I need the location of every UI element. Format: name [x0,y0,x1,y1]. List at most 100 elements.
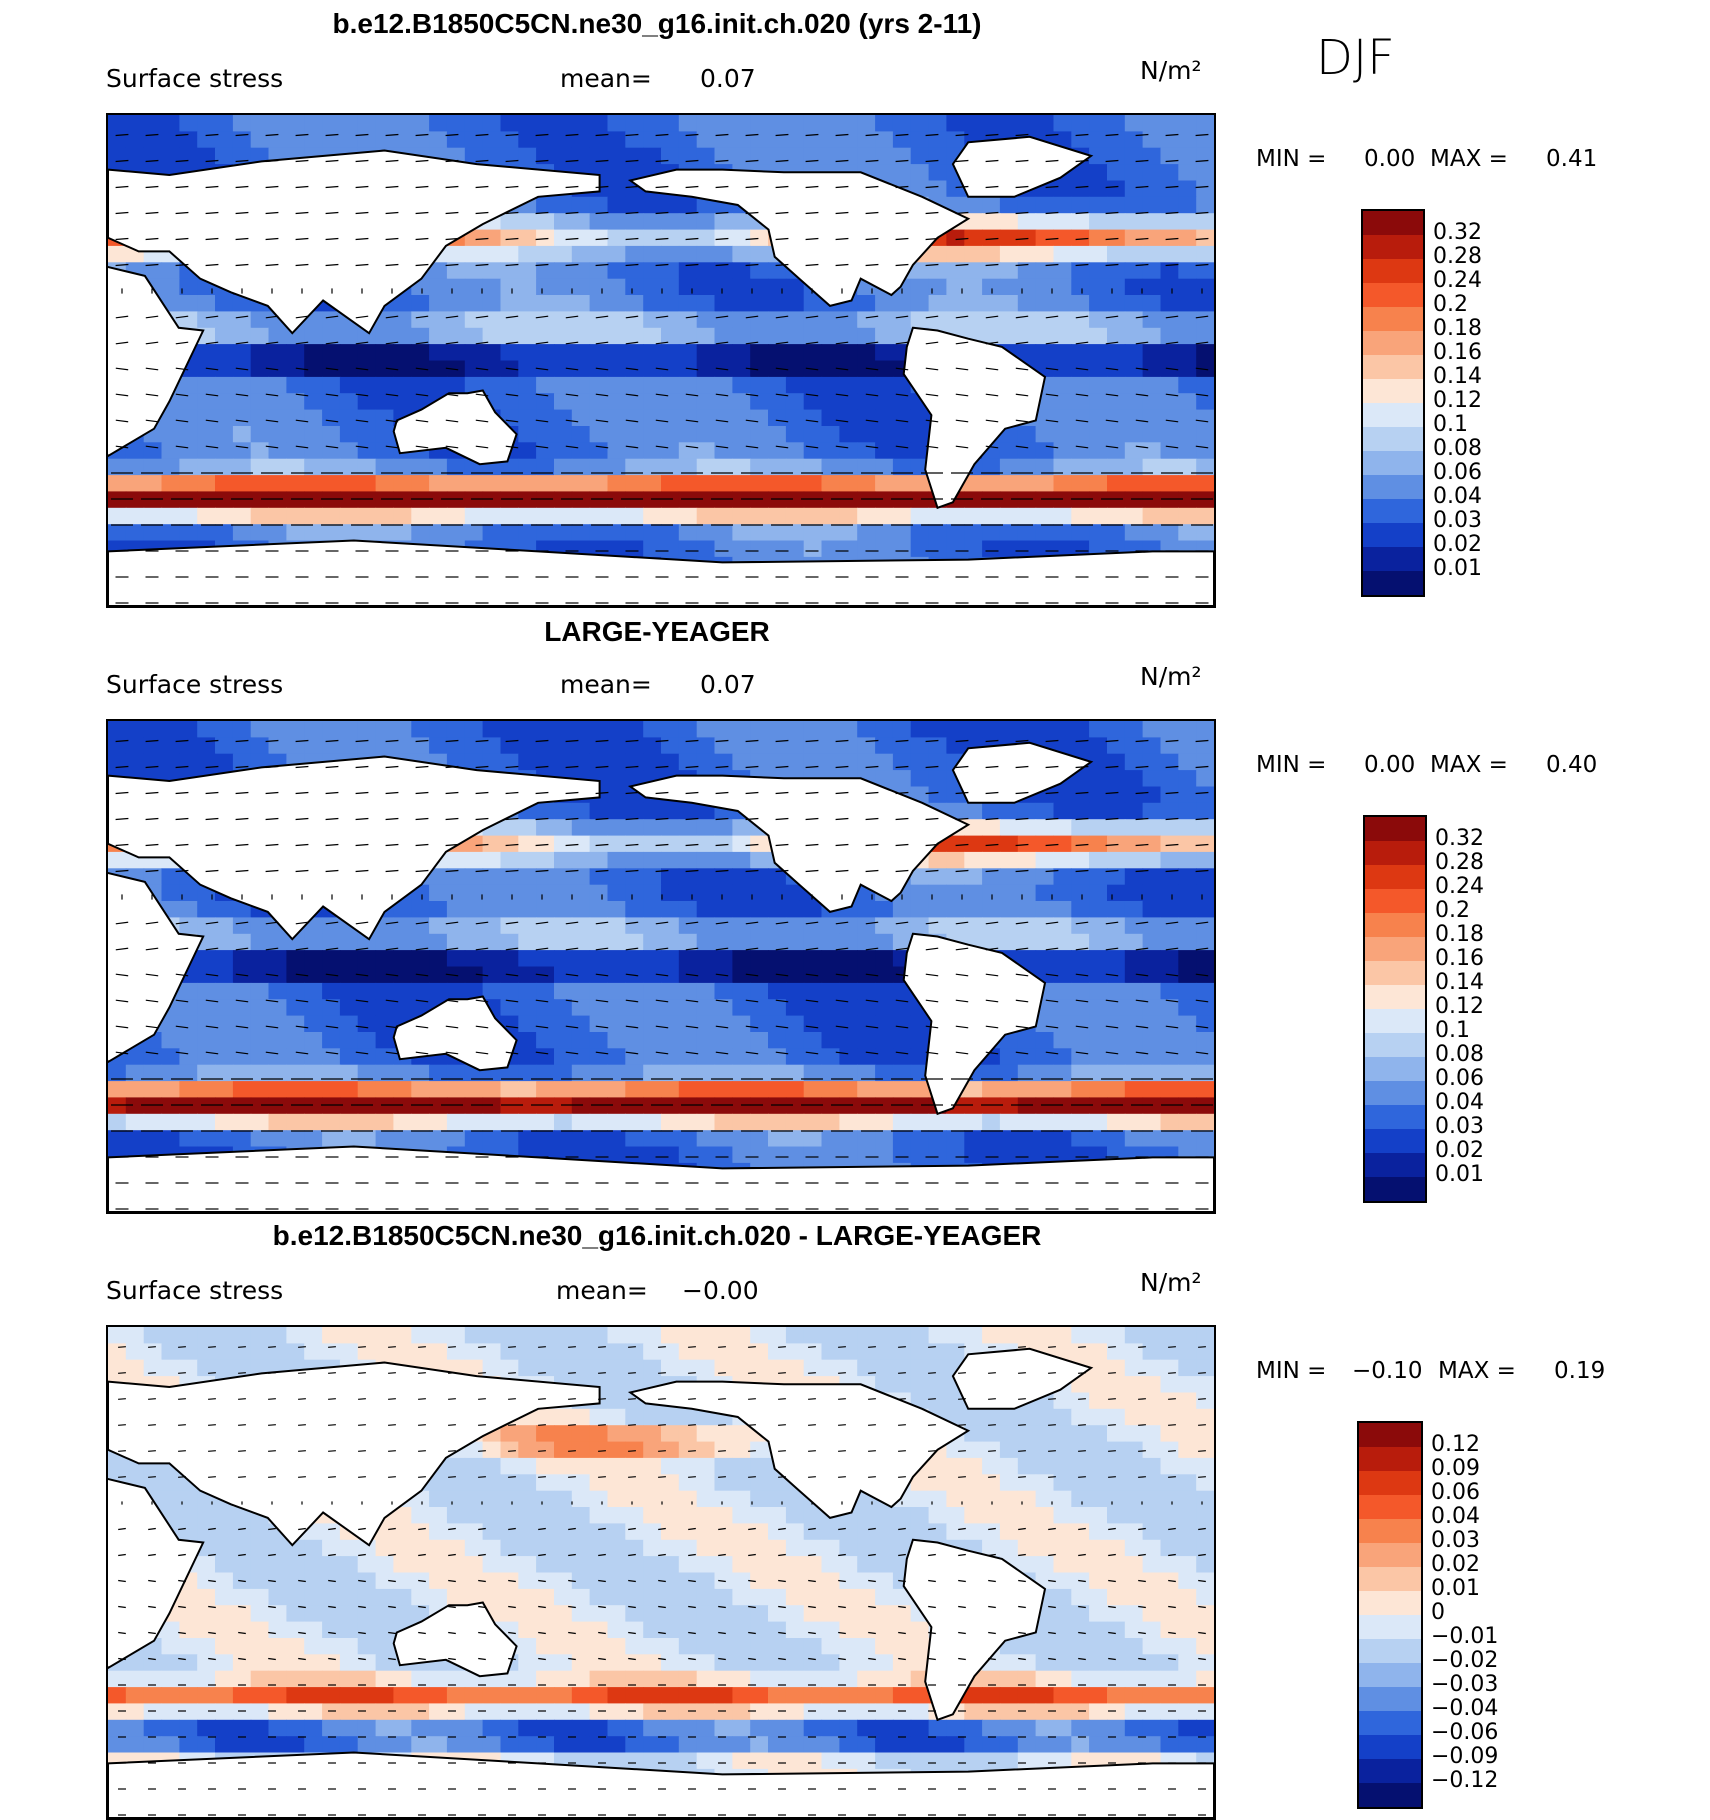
colorbar-swatch [1363,403,1423,428]
colorbar-swatch [1365,1081,1425,1106]
colorbar-tick-label: −0.06 [1431,1720,1498,1745]
colorbar-tick-label: 0.06 [1433,460,1482,485]
colorbar-swatch [1359,1687,1421,1712]
panel-3-map [106,1325,1216,1820]
colorbar-swatch [1365,937,1425,962]
colorbar-tick-label: 0.16 [1433,340,1482,365]
colorbar-tick-label: 0.02 [1435,1138,1484,1163]
colorbar-swatch [1363,475,1423,500]
colorbar-tick-label: 0.04 [1431,1504,1480,1529]
colorbar-tick-label: 0 [1431,1600,1445,1625]
panel-2-max-label: MAX = [1430,752,1508,778]
colorbar-tick-label: 0.24 [1433,268,1482,293]
panel-2-mean-value: 0.07 [700,670,756,699]
colorbar-swatch [1363,499,1423,524]
panel-3-units: N/m² [1140,1268,1202,1297]
colorbar-tick-label: 0.03 [1431,1528,1480,1553]
panel-2-title: LARGE-YEAGER [107,616,1207,648]
colorbar-tick-label: 0.06 [1435,1066,1484,1091]
colorbar-tick-label: 0.18 [1435,922,1484,947]
colorbar-tick-label: 0.04 [1433,484,1482,509]
colorbar-swatch [1365,841,1425,866]
colorbar-tick-label: 0.18 [1433,316,1482,341]
colorbar-tick-label: −0.04 [1431,1696,1498,1721]
colorbar-tick-label: 0.28 [1435,850,1484,875]
colorbar-swatch [1363,283,1423,308]
colorbar-swatch [1363,571,1423,596]
panel-1-title: b.e12.B1850C5CN.ne30_g16.init.ch.020 (yr… [107,8,1207,40]
colorbar-swatch [1365,1057,1425,1082]
panel-2-variable: Surface stress [106,670,283,699]
colorbar-swatch [1363,211,1423,236]
colorbar-swatch [1365,985,1425,1010]
colorbar-swatch [1363,355,1423,380]
colorbar-swatch [1363,427,1423,452]
panel-3-max-value: 0.19 [1554,1358,1605,1384]
panel-1-units: N/m² [1140,56,1202,85]
colorbar-tick-label: 0.14 [1435,970,1484,995]
colorbar-tick-label: 0.1 [1435,1018,1470,1043]
colorbar-swatch [1359,1495,1421,1520]
colorbar-tick-label: −0.12 [1431,1768,1498,1793]
colorbar-swatch [1365,889,1425,914]
colorbar-tick-label: 0.01 [1433,556,1482,581]
panel-2-colorbar [1363,815,1427,1203]
colorbar-swatch [1359,1711,1421,1736]
colorbar-tick-label: 0.12 [1431,1432,1480,1457]
colorbar-tick-label: 0.28 [1433,244,1482,269]
colorbar-swatch [1359,1447,1421,1472]
colorbar-tick-label: 0.08 [1435,1042,1484,1067]
colorbar-tick-label: 0.03 [1435,1114,1484,1139]
colorbar-tick-label: −0.02 [1431,1648,1498,1673]
panel-2-min-value: 0.00 [1364,752,1415,778]
colorbar-swatch [1363,259,1423,284]
colorbar-swatch [1363,235,1423,260]
season-label: DJF [1316,30,1395,86]
panel-2-units: N/m² [1140,662,1202,691]
colorbar-swatch [1365,913,1425,938]
colorbar-swatch [1359,1663,1421,1688]
colorbar-swatch [1359,1735,1421,1760]
colorbar-swatch [1365,961,1425,986]
colorbar-swatch [1365,817,1425,842]
panel-1-colorbar [1361,209,1425,597]
panel-3-colorbar [1357,1421,1423,1809]
colorbar-tick-label: 0.12 [1435,994,1484,1019]
panel-2-map [106,719,1216,1214]
colorbar-tick-label: −0.03 [1431,1672,1498,1697]
colorbar-swatch [1365,1105,1425,1130]
colorbar-tick-label: 0.2 [1433,292,1468,317]
panel-2-max-value: 0.40 [1546,752,1597,778]
panel-1-min-label: MIN = [1256,146,1326,172]
panel-1-map-field [108,115,1214,606]
colorbar-swatch [1363,451,1423,476]
colorbar-swatch [1359,1783,1421,1808]
colorbar-swatch [1359,1423,1421,1448]
colorbar-swatch [1365,1033,1425,1058]
panel-3-map-field [108,1327,1214,1818]
colorbar-tick-label: 0.01 [1431,1576,1480,1601]
colorbar-swatch [1359,1759,1421,1784]
colorbar-tick-label: 0.24 [1435,874,1484,899]
colorbar-swatch [1363,331,1423,356]
colorbar-swatch [1359,1639,1421,1664]
panel-1-min-value: 0.00 [1364,146,1415,172]
panel-1-mean-label: mean= [560,64,652,93]
colorbar-tick-label: 0.04 [1435,1090,1484,1115]
panel-3-title: b.e12.B1850C5CN.ne30_g16.init.ch.020 - L… [107,1220,1207,1252]
panel-3-mean-label: mean= [556,1276,648,1305]
panel-1-max-label: MAX = [1430,146,1508,172]
panel-2-map-field [108,721,1214,1212]
panel-1-variable: Surface stress [106,64,283,93]
panel-2-mean-label: mean= [560,670,652,699]
colorbar-tick-label: 0.1 [1433,412,1468,437]
colorbar-swatch [1359,1519,1421,1544]
colorbar-swatch [1365,865,1425,890]
panel-3-min-label: MIN = [1256,1358,1326,1384]
panel-2-min-label: MIN = [1256,752,1326,778]
colorbar-swatch [1363,547,1423,572]
colorbar-tick-label: 0.03 [1433,508,1482,533]
colorbar-tick-label: 0.02 [1433,532,1482,557]
colorbar-tick-label: 0.32 [1435,826,1484,851]
colorbar-swatch [1359,1471,1421,1496]
